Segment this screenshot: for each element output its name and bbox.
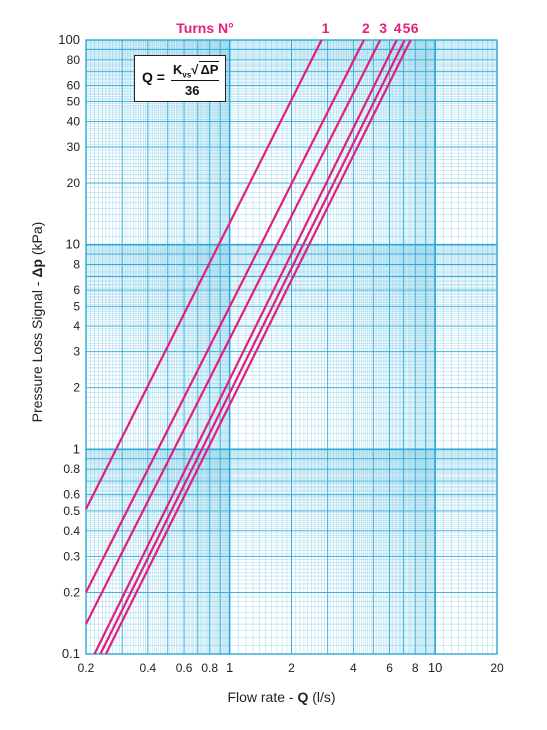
y-tick-label: 5 — [73, 299, 80, 313]
y-tick-label: 60 — [67, 78, 81, 92]
series-label-3: 3 — [379, 20, 387, 36]
y-tick-label: 0.2 — [63, 585, 80, 599]
series-label-1: 1 — [322, 20, 330, 36]
y-tick-label: 100 — [58, 32, 80, 47]
x-tick-label: 0.2 — [78, 661, 95, 675]
y-tick-label: 0.1 — [62, 646, 80, 661]
y-tick-label: 0.3 — [63, 549, 80, 563]
x-tick-label: 4 — [350, 661, 357, 675]
y-tick-label: 30 — [67, 140, 81, 154]
series-label-5: 5 — [403, 20, 411, 36]
x-axis-label: Flow rate - Q (l/s) — [227, 689, 335, 705]
plot-frame — [85, 39, 498, 655]
x-tick-label: 10 — [428, 660, 442, 675]
x-tick-label: 8 — [412, 661, 419, 675]
series-label-6: 6 — [411, 20, 419, 36]
series-label-4: 4 — [394, 20, 402, 36]
y-tick-label: 1 — [73, 441, 80, 456]
formula-denominator: 36 — [185, 83, 200, 98]
x-tick-label: 6 — [386, 661, 393, 675]
y-tick-label: 0.4 — [63, 524, 80, 538]
series-line-4 — [93, 39, 398, 655]
y-tick-label: 2 — [73, 381, 80, 395]
y-tick-label: 20 — [67, 176, 81, 190]
y-tick-label: 0.5 — [63, 504, 80, 518]
formula-lhs: Q = — [142, 69, 165, 85]
series-line-6 — [104, 39, 412, 655]
series-label-2: 2 — [362, 20, 370, 36]
formula-numerator: Kvs√ ΔP — [173, 61, 220, 80]
x-tick-label: 20 — [490, 661, 504, 675]
y-tick-label: 6 — [73, 283, 80, 297]
y-tick-label: 3 — [73, 345, 80, 359]
series-line-5 — [99, 39, 406, 655]
formula-fraction-bar — [171, 80, 219, 81]
x-tick-label: 0.4 — [140, 661, 157, 675]
y-tick-label: 0.6 — [63, 488, 80, 502]
series-line-1 — [85, 39, 323, 510]
y-tick-label: 10 — [66, 237, 80, 252]
x-tick-label: 2 — [288, 661, 295, 675]
y-tick-label: 40 — [67, 114, 81, 128]
y-tick-label: 0.8 — [63, 462, 80, 476]
x-tick-label: 0.8 — [201, 661, 218, 675]
y-axis-label: Pressure Loss Signal - Δp (kPa) — [29, 222, 45, 423]
legend-title: Turns N° — [176, 20, 233, 36]
y-tick-label: 80 — [67, 53, 81, 67]
series-line-3 — [85, 39, 382, 625]
formula-box: Q = Kvs√ ΔP 36 — [134, 55, 226, 102]
y-tick-label: 50 — [67, 95, 81, 109]
x-tick-label: 1 — [226, 660, 233, 675]
x-tick-label: 0.6 — [176, 661, 193, 675]
y-tick-label: 4 — [73, 319, 80, 333]
series-line-2 — [85, 39, 365, 593]
y-tick-label: 8 — [73, 258, 80, 272]
